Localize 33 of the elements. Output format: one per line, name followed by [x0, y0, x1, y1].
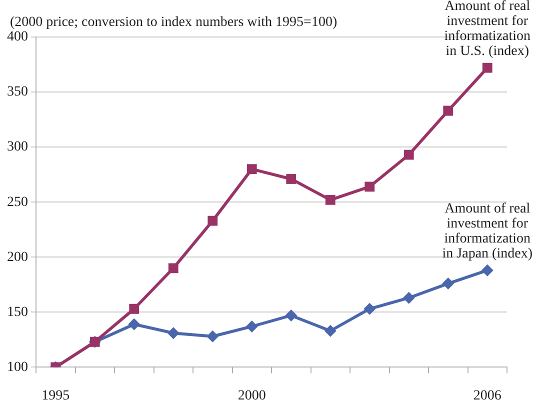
text: Amount of real investment for informatization in U.S. (index) [444, 0, 531, 59]
point [285, 309, 298, 322]
point [128, 318, 140, 330]
point [364, 302, 376, 315]
point [246, 164, 257, 174]
point [481, 264, 494, 276]
point [206, 330, 219, 342]
y-tick-label: 250 [7, 194, 28, 210]
point [167, 327, 180, 340]
y-tick-label: 100 [7, 360, 28, 375]
x-tick-label: 2000 [238, 388, 266, 404]
point [402, 292, 415, 304]
y-tick-label: 300 [7, 140, 28, 155]
point [129, 304, 140, 314]
point [246, 320, 258, 332]
point [404, 150, 414, 160]
chart-subtitle: (2000 price; conversion to index numbers with 1995=100) [10, 15, 338, 30]
x-tick-label: 1995 [42, 388, 70, 404]
point [208, 216, 218, 226]
point [443, 106, 454, 116]
point [482, 62, 492, 73]
y-tick-label: 200 [7, 250, 28, 265]
point [442, 278, 454, 290]
point [324, 324, 336, 337]
point [325, 194, 336, 205]
y-tick-label: 150 [7, 304, 28, 320]
point [168, 263, 178, 274]
point [364, 182, 375, 192]
y-tick-label: 350 [7, 84, 28, 100]
point [286, 174, 296, 184]
series-label: Amount of real investment for informatization in Japan (index) [442, 201, 533, 262]
y-tick-label: 400 [7, 30, 28, 45]
x-tick-label: 2006 [473, 388, 502, 404]
